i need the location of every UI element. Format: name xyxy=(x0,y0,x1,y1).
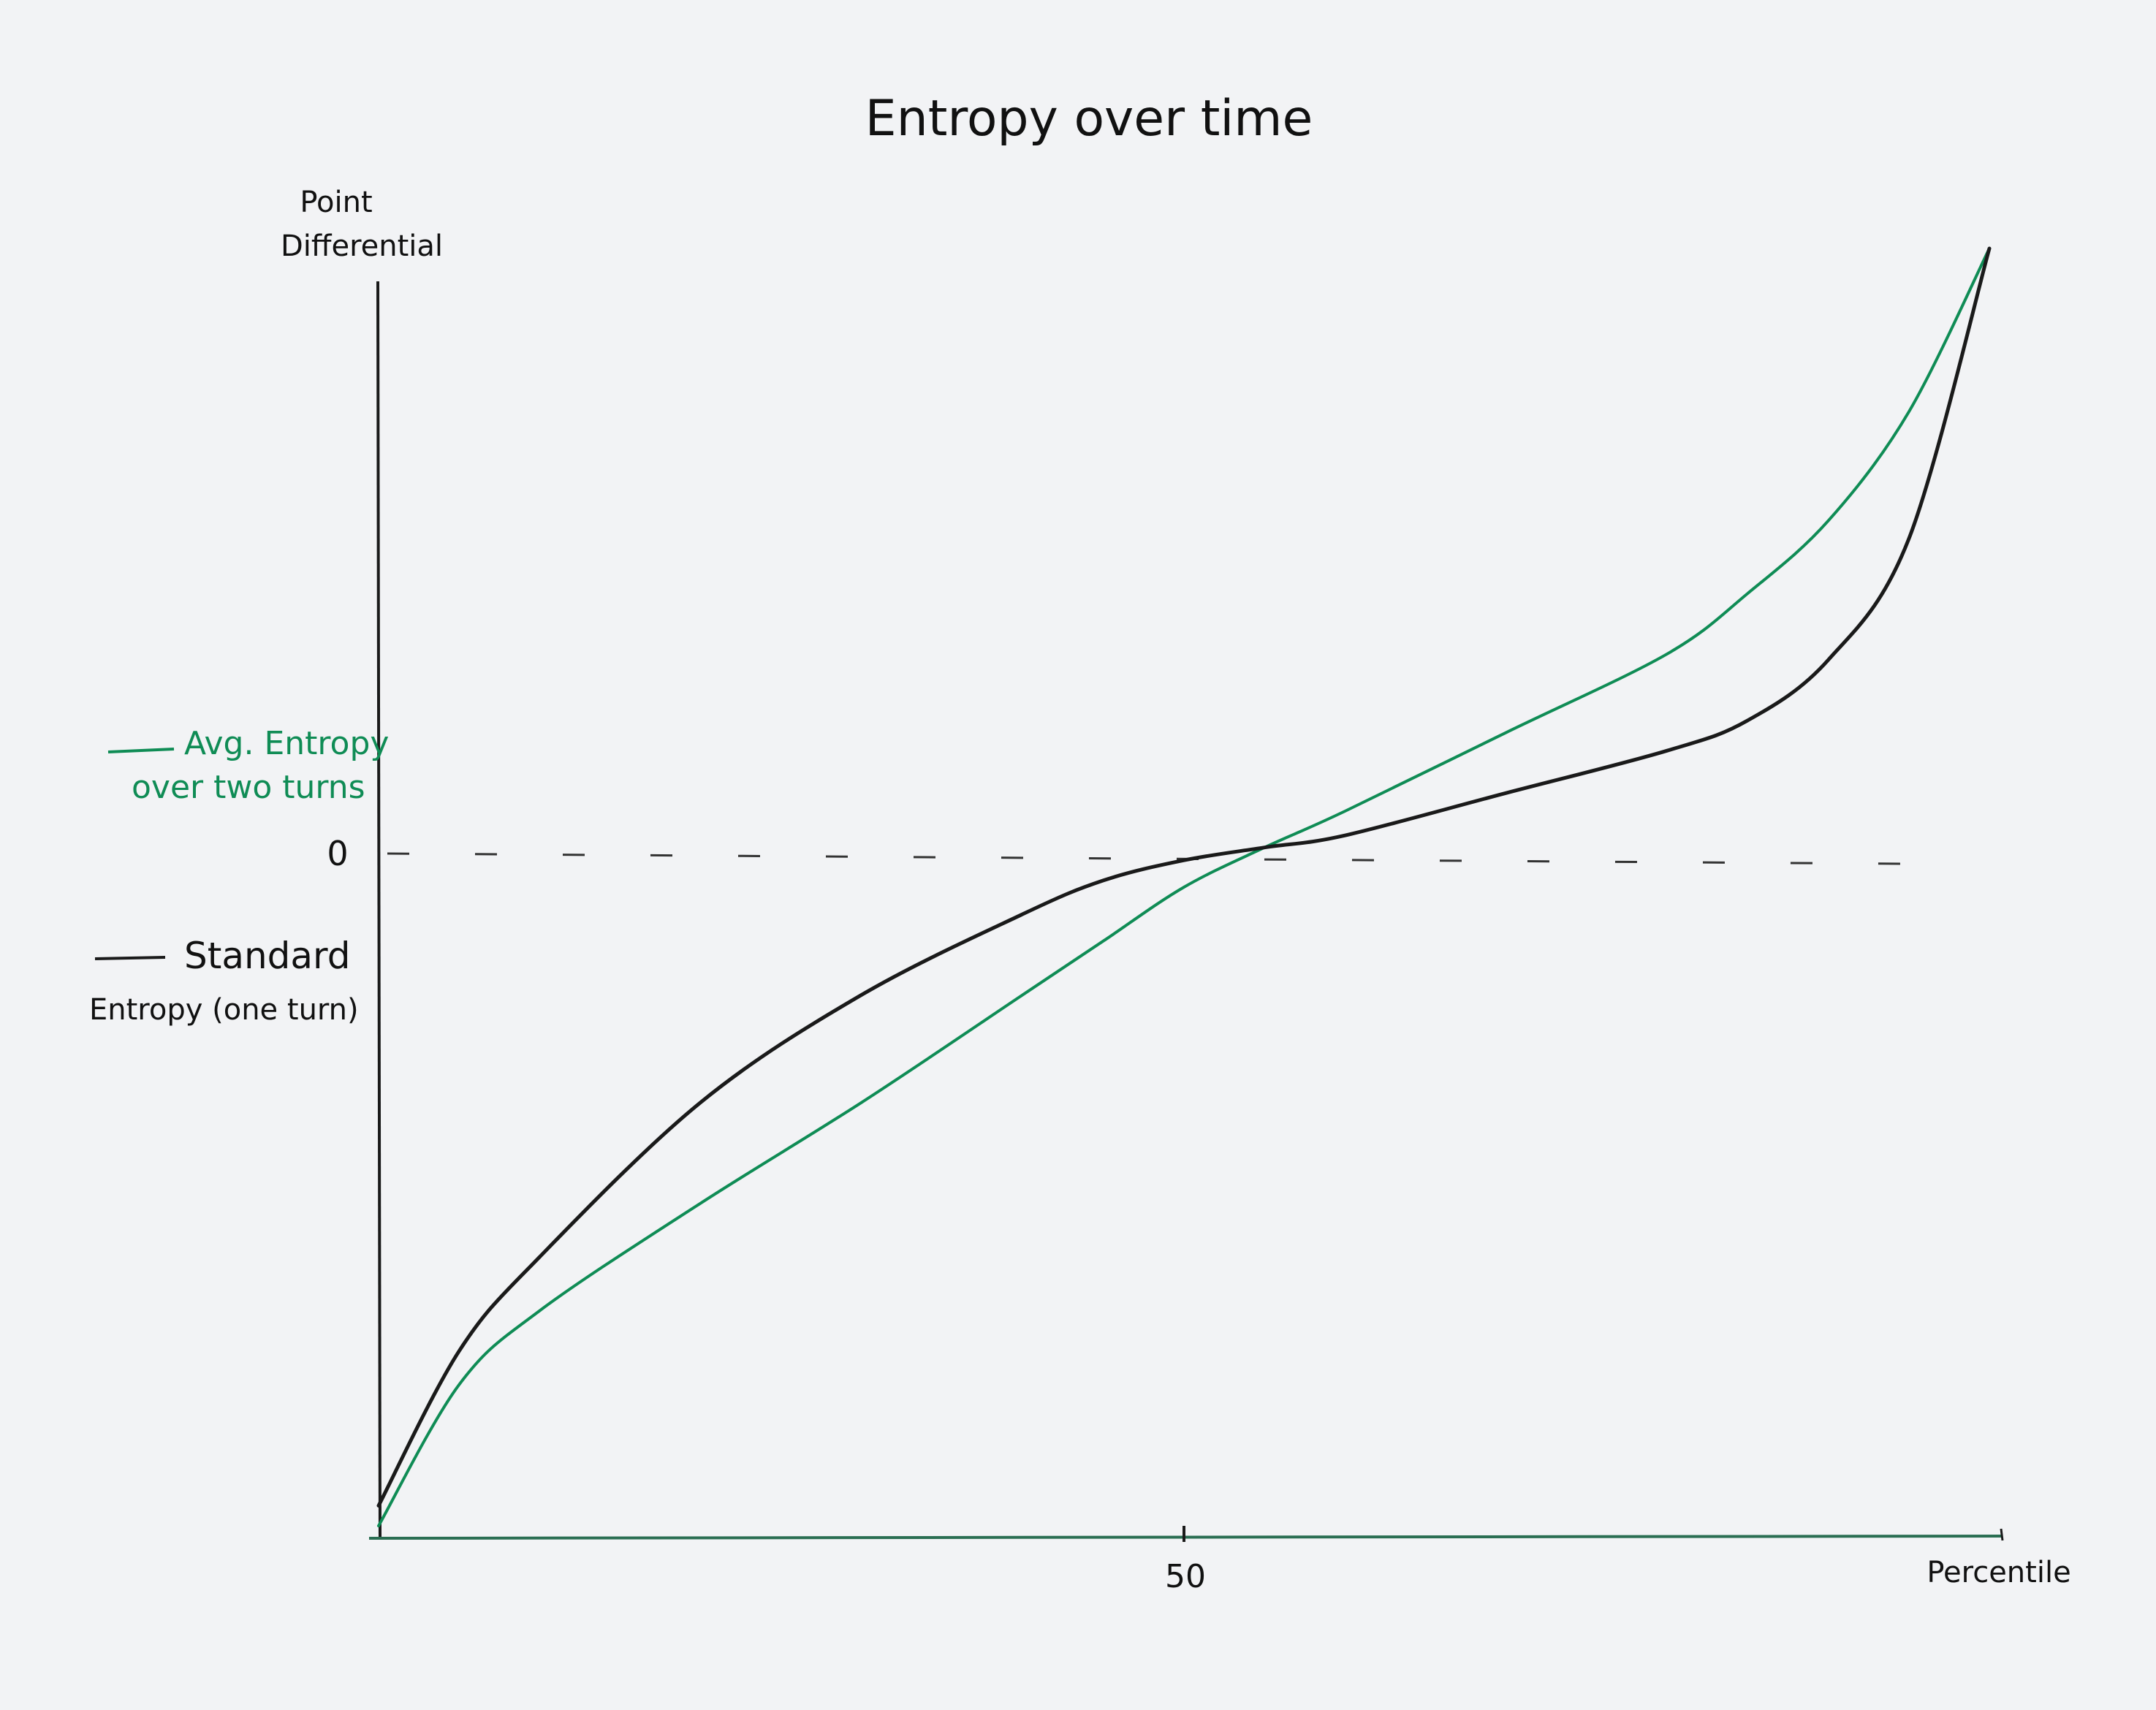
y-tick-label-0: 0 xyxy=(327,834,348,873)
legend-label-avg-entropy-line2: over two turns xyxy=(132,769,365,806)
x-axis-line xyxy=(368,1535,2003,1540)
x-axis-label: Percentile xyxy=(1927,1556,2070,1589)
y-axis-line xyxy=(376,281,382,1539)
x-ticks: 50 xyxy=(1165,1526,1206,1595)
legend-label-avg-entropy-line1: Avg. Entropy xyxy=(184,725,389,762)
zero-line-dashed xyxy=(387,852,1902,865)
y-axis-label-line1: Point xyxy=(300,186,372,219)
x-tick-label-0: 50 xyxy=(1165,1558,1206,1595)
legend-label-standard-entropy-line1: Standard xyxy=(184,935,350,977)
chart-title: Entropy over time xyxy=(865,90,1313,148)
y-axis-label-line2: Differential xyxy=(281,229,443,263)
legend-label-standard-entropy-line2: Entropy (one turn) xyxy=(89,993,359,1027)
zero-reference-line xyxy=(387,852,1902,865)
series-line-avg-entropy xyxy=(377,247,1991,1527)
legend-swatch-standard-entropy xyxy=(94,956,166,960)
series-line-standard-entropy xyxy=(376,246,1992,1508)
y-ticks: 0 xyxy=(327,834,348,873)
series-layer xyxy=(376,246,1992,1527)
legend-swatch-avg-entropy xyxy=(107,748,175,753)
legend: Avg. Entropy over two turns Standard Ent… xyxy=(89,725,389,1027)
x-axis-end-tick xyxy=(2000,1528,2004,1541)
